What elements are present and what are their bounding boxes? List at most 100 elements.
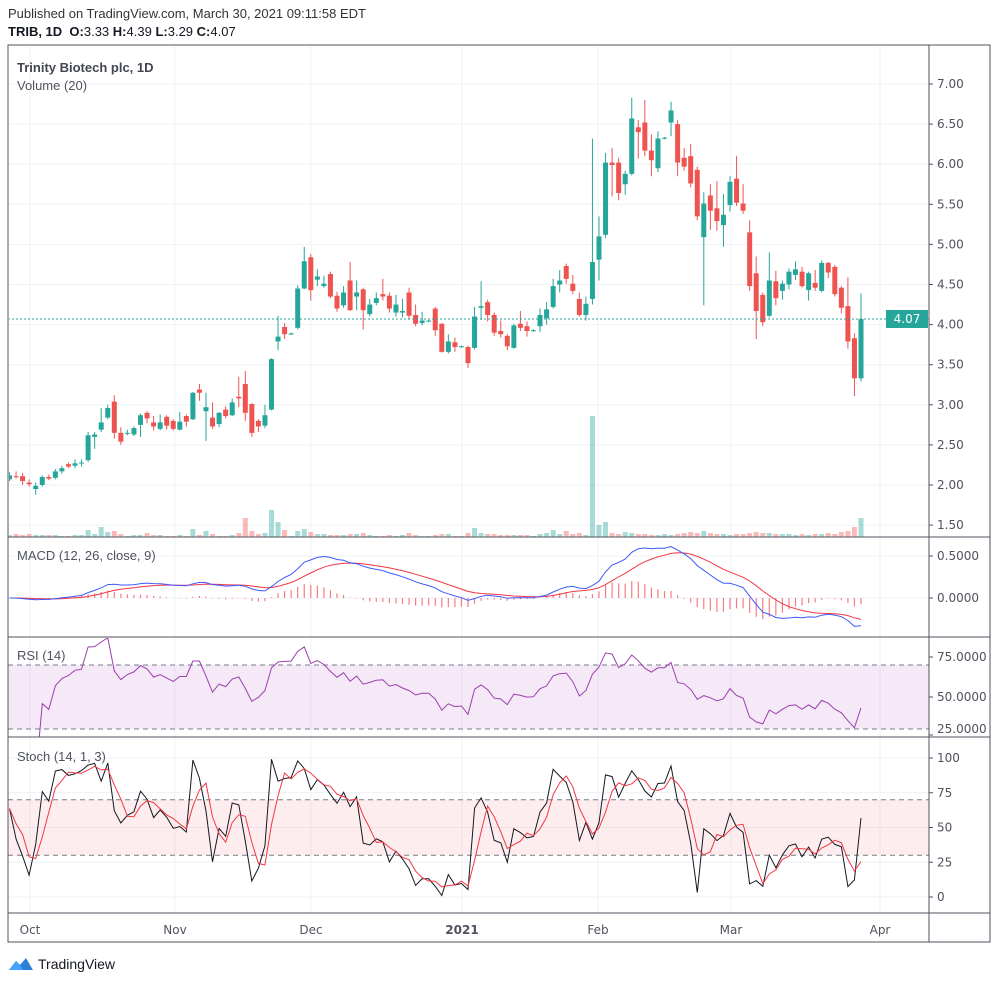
time-axis-label: Oct [20, 923, 41, 937]
low-label: L: [155, 24, 168, 39]
volume-bar [583, 535, 589, 537]
price-tick-label: 2.00 [937, 478, 964, 492]
candle-body [334, 295, 340, 309]
candle-body [806, 273, 812, 291]
stoch-tick-label: 100 [937, 751, 960, 765]
tradingview-brand[interactable]: TradingView [8, 955, 115, 973]
volume-bar [838, 532, 844, 537]
volume-legend: Volume (20) [17, 78, 88, 93]
candle-body [734, 178, 740, 203]
candle-body [773, 281, 779, 299]
volume-bar [753, 532, 759, 537]
rsi-tick-label: 50.0000 [937, 690, 987, 704]
candle-body [851, 338, 857, 379]
volume-bar [786, 534, 792, 537]
candle-body [380, 294, 386, 297]
volume-bar [485, 534, 491, 537]
volume-bar [13, 534, 19, 537]
candle-body [825, 262, 831, 273]
volume-bar [570, 534, 576, 537]
volume-bar [648, 535, 654, 537]
candle-body [406, 292, 412, 316]
last-price-label: 4.07 [894, 312, 921, 326]
time-axis-label: Apr [870, 923, 891, 937]
volume-bar [347, 534, 353, 537]
candle-body [485, 302, 491, 315]
price-tick-label: 6.50 [937, 117, 964, 131]
stoch-tick-label: 50 [937, 821, 952, 835]
candle-body [275, 336, 281, 342]
candle-body [609, 162, 615, 166]
candle-body [832, 266, 838, 295]
candle-body [583, 303, 589, 315]
volume-bar [773, 534, 779, 537]
candle-body [727, 181, 733, 206]
rsi-series [38, 638, 862, 737]
volume-bar [20, 535, 26, 537]
price-tick-label: 7.00 [937, 77, 964, 91]
volume-bar [655, 535, 661, 537]
volume-bar [400, 535, 405, 537]
volume-bar [812, 534, 818, 537]
candle-body [478, 306, 484, 308]
volume-bar [321, 534, 327, 537]
close-value: 4.07 [210, 24, 236, 39]
volume-bar [72, 535, 78, 537]
volume-bar [406, 533, 412, 537]
volume-bar [295, 531, 301, 537]
volume-bar [269, 510, 274, 537]
volume-bar [9, 535, 12, 537]
candle-body [177, 421, 183, 430]
macd-tick-label: 0.5000 [937, 549, 979, 563]
time-axis-label: Dec [299, 923, 322, 937]
volume-bar [236, 533, 242, 537]
candle-body [681, 157, 687, 167]
candle-body [766, 280, 772, 316]
candle-body [170, 420, 176, 429]
candle-body [39, 476, 45, 485]
candle-body [603, 162, 609, 235]
candle-body [223, 409, 229, 417]
candle-body [386, 295, 392, 309]
last-price-badge [886, 309, 928, 328]
candle-body [144, 412, 150, 419]
volume-bar [144, 533, 150, 537]
candle-body [131, 428, 137, 435]
candle-body [295, 288, 301, 328]
volume-bar [157, 535, 163, 537]
candle-body [858, 318, 864, 379]
volume-bar [563, 531, 569, 537]
candle-body [196, 389, 202, 393]
candle-body [655, 138, 661, 169]
candle-body [675, 124, 681, 163]
candle-body [72, 463, 78, 466]
candle-body [118, 432, 124, 442]
candle-body [537, 314, 543, 327]
volume-bar [504, 535, 510, 537]
candle-body [491, 314, 497, 333]
price-tick-label: 5.00 [937, 237, 964, 251]
time-axis-label: 2021 [445, 923, 478, 937]
candle-body [426, 320, 432, 322]
volume-bar [105, 532, 111, 537]
candle-body [793, 269, 798, 275]
volume-bar [589, 416, 595, 537]
stoch-tick-label: 0 [937, 890, 945, 904]
open-value: 3.33 [83, 24, 110, 39]
candle-body [308, 257, 314, 291]
candle-body [52, 471, 58, 478]
volume-bar [151, 535, 157, 537]
volume-bar [308, 532, 314, 537]
volume-bar [714, 534, 720, 537]
volume-bar [491, 534, 497, 537]
indicator-bands [8, 664, 929, 856]
stoch-legend: Stoch (14, 1, 3) [17, 749, 106, 764]
candle-body [747, 232, 753, 287]
price-tick-label: 3.00 [937, 398, 964, 412]
candle-body [524, 326, 530, 332]
candle-body [498, 331, 504, 335]
stoch-k-line [9, 759, 862, 897]
candle-body [249, 403, 255, 433]
candle-body [596, 236, 602, 260]
